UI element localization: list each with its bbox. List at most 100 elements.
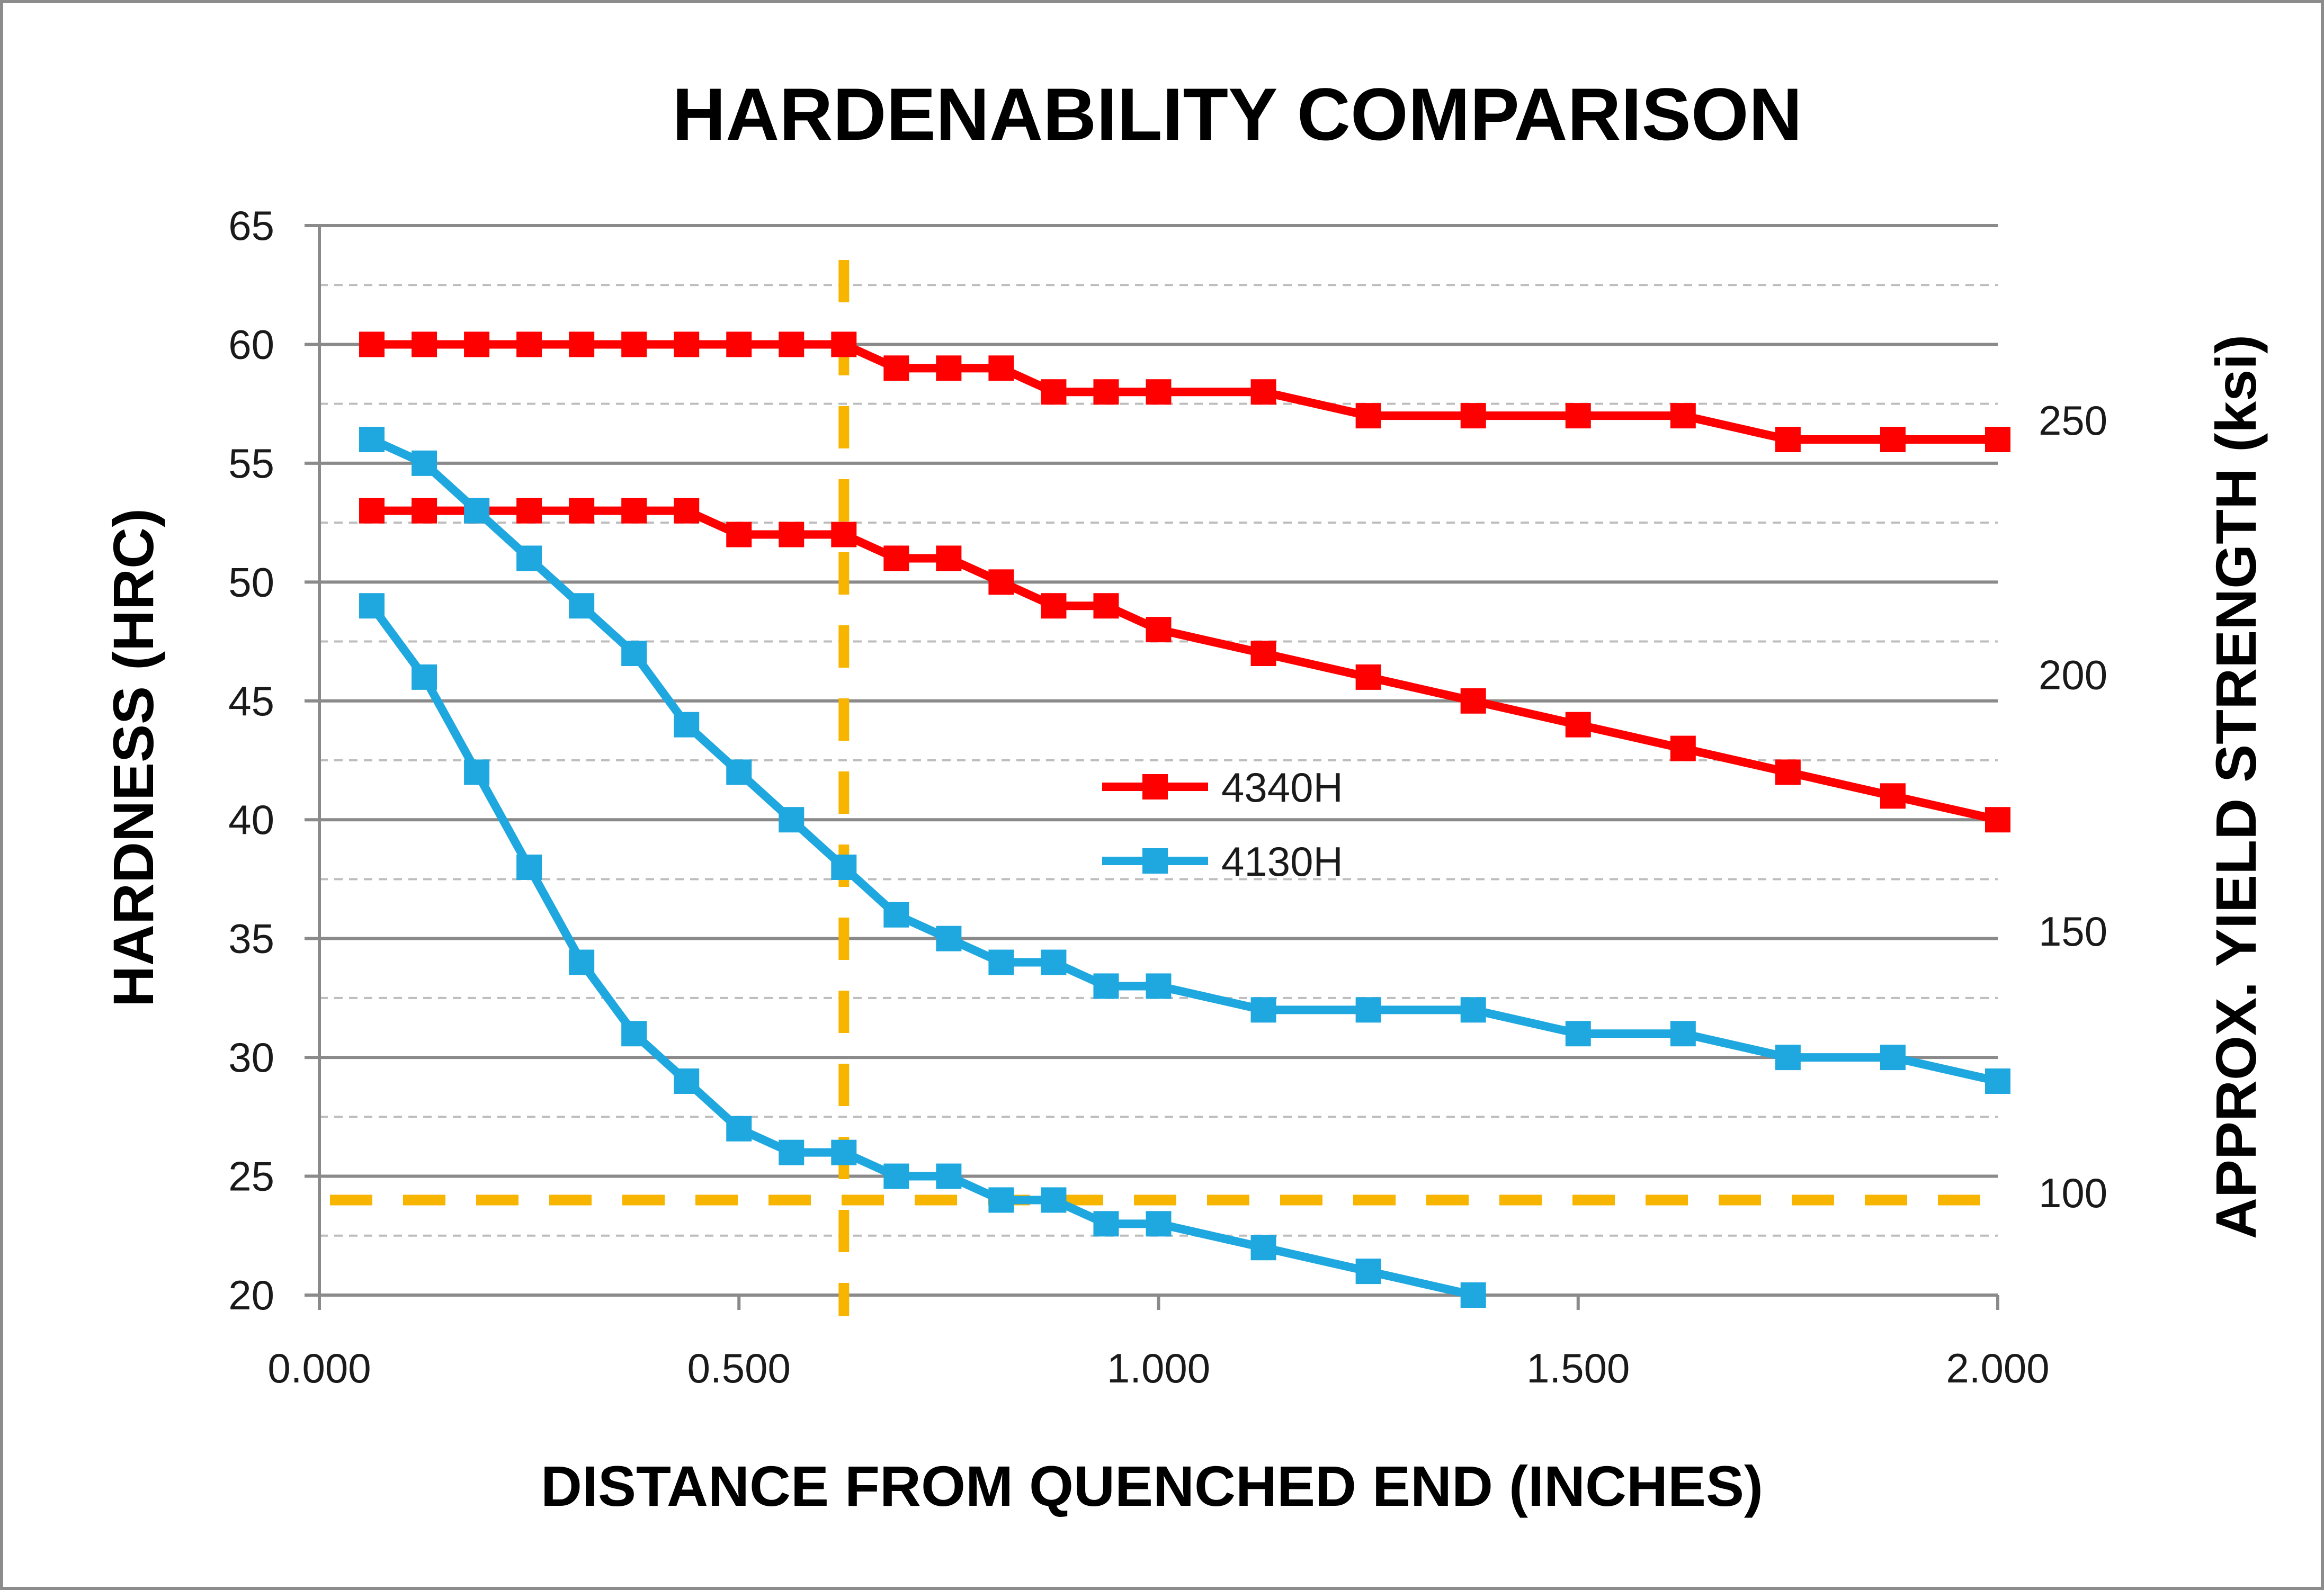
data-point — [1250, 997, 1276, 1023]
data-point — [674, 331, 700, 357]
data-point — [1565, 403, 1591, 429]
x-tick-label: 2.000 — [1946, 1345, 2049, 1391]
y-tick-label: 25 — [228, 1153, 274, 1200]
data-point — [1355, 1259, 1381, 1284]
x-tick-label: 1.500 — [1526, 1345, 1630, 1391]
y2-axis-title: APPROX. YIELD STRENGTH (ksi) — [2204, 335, 2268, 1239]
series-line — [372, 506, 1999, 824]
data-point — [1670, 403, 1696, 429]
y2-tick-label: 200 — [2039, 651, 2107, 698]
legend-marker — [1142, 774, 1168, 800]
y2-tick-label: 250 — [2039, 397, 2107, 444]
data-point — [883, 355, 909, 381]
data-point — [883, 545, 909, 571]
data-point — [1775, 427, 1801, 452]
y2-tick-label: 100 — [2039, 1170, 2107, 1216]
x-tick-label: 0.000 — [267, 1345, 371, 1391]
data-point — [1985, 1068, 2010, 1094]
y-tick-label: 60 — [228, 321, 274, 367]
data-point — [831, 1139, 857, 1165]
data-point — [1985, 427, 2010, 452]
data-point — [936, 926, 962, 951]
data-point — [569, 949, 595, 975]
x-axis-title: DISTANCE FROM QUENCHED END (INCHES) — [541, 1454, 1763, 1518]
data-point — [1093, 593, 1119, 619]
data-point — [1093, 379, 1119, 405]
data-point — [516, 545, 542, 571]
data-point — [674, 498, 700, 524]
data-point — [779, 1139, 805, 1165]
data-point — [464, 498, 490, 524]
data-point — [1250, 641, 1276, 666]
series-band-1 — [359, 498, 2010, 833]
data-point — [1041, 379, 1067, 405]
series-4130H — [359, 427, 2010, 1094]
data-point — [726, 1116, 752, 1142]
legend-label: 4130H — [1221, 838, 1343, 885]
series-line — [368, 603, 1474, 1299]
data-point — [1880, 783, 1906, 809]
data-point — [988, 1187, 1014, 1213]
y-tick-label: 50 — [228, 559, 274, 605]
data-point — [621, 498, 647, 524]
y-tick-label: 65 — [228, 202, 274, 249]
x-tick-label: 1.000 — [1107, 1345, 1210, 1391]
data-point — [1460, 688, 1486, 714]
data-point — [883, 1163, 909, 1189]
data-point — [1093, 973, 1119, 999]
data-point — [1146, 1211, 1172, 1237]
data-point — [621, 1021, 647, 1047]
data-point — [1460, 1282, 1486, 1308]
series-line — [372, 340, 1998, 444]
legend-marker — [1142, 848, 1168, 874]
data-point — [1250, 379, 1276, 405]
data-point — [779, 807, 805, 833]
data-point — [359, 498, 385, 524]
data-point — [779, 331, 805, 357]
data-point — [988, 949, 1014, 975]
data-point — [1670, 1021, 1696, 1047]
data-point — [1880, 1045, 1906, 1071]
data-point — [883, 902, 909, 928]
data-point — [936, 545, 962, 571]
data-point — [464, 759, 490, 785]
legend: 4340H 4130H — [1102, 764, 1343, 885]
data-point — [831, 855, 857, 880]
data-point — [1880, 427, 1906, 452]
y-tick-label: 45 — [228, 678, 274, 724]
data-point — [516, 331, 542, 357]
data-point — [936, 1163, 962, 1189]
data-point — [621, 641, 647, 666]
data-point — [1250, 1235, 1276, 1261]
data-point — [831, 522, 857, 547]
chart-svg: HARDENABILITY COMPARISON DISTANCE FROM Q… — [101, 73, 2268, 1518]
data-point — [1041, 949, 1067, 975]
y-tick-label: 35 — [228, 915, 274, 962]
data-point — [412, 450, 437, 476]
data-point — [621, 331, 647, 357]
data-point — [359, 331, 385, 357]
y-tick-label: 20 — [228, 1272, 274, 1318]
data-point — [516, 855, 542, 880]
data-point — [412, 331, 437, 357]
series-4340H — [359, 331, 2010, 452]
x-tick-label: 0.500 — [687, 1345, 791, 1391]
data-point — [569, 331, 595, 357]
data-point — [726, 331, 752, 357]
legend-label: 4340H — [1221, 764, 1343, 811]
y2-tick-label: 150 — [2039, 908, 2107, 955]
data-point — [1775, 1045, 1801, 1071]
series-layer — [359, 331, 2010, 1308]
data-point — [1041, 1187, 1067, 1213]
data-point — [1355, 664, 1381, 690]
chart-title: HARDENABILITY COMPARISON — [672, 73, 1802, 156]
data-point — [936, 355, 962, 381]
data-point — [779, 522, 805, 547]
data-point — [1565, 1021, 1591, 1047]
data-point — [359, 427, 385, 452]
data-point — [1041, 593, 1067, 619]
data-point — [1460, 403, 1486, 429]
data-point — [1355, 997, 1381, 1023]
data-point — [1146, 973, 1172, 999]
